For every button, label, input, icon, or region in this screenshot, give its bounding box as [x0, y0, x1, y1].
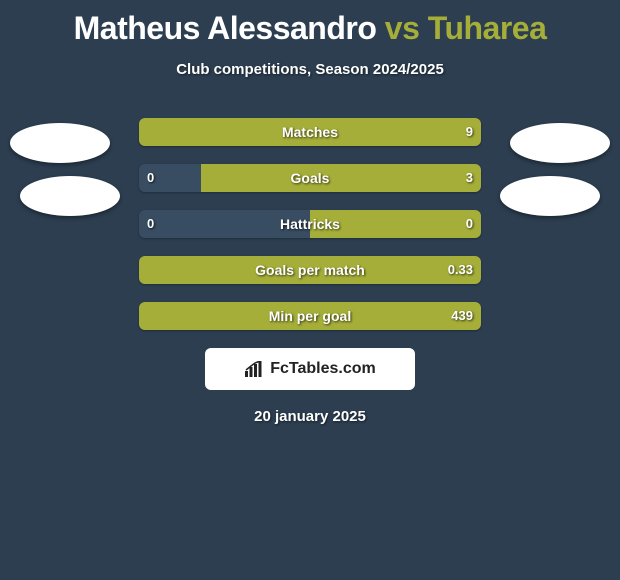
stat-value-right: 0: [466, 210, 473, 238]
stat-value-right: 0.33: [448, 256, 473, 284]
stat-value-right: 439: [451, 302, 473, 330]
chart-area: Matches9Goals03Hattricks00Goals per matc…: [0, 118, 620, 330]
comparison-title: Matheus Alessandro vs Tuharea: [0, 0, 620, 47]
stat-label: Hattricks: [139, 210, 481, 238]
date-text: 20 january 2025: [0, 408, 620, 425]
player1-name: Matheus Alessandro: [74, 10, 377, 46]
stat-label: Goals: [139, 164, 481, 192]
logo-box: FcTables.com: [205, 348, 415, 390]
player1-avatar-front: [20, 176, 120, 216]
stat-row: Min per goal439: [139, 302, 481, 330]
stat-value-left: 0: [147, 210, 154, 238]
vs-text: vs: [385, 10, 420, 46]
stat-value-right: 9: [466, 118, 473, 146]
stat-value-right: 3: [466, 164, 473, 192]
player1-avatar-back: [10, 123, 110, 163]
stat-value-left: 0: [147, 164, 154, 192]
player2-avatar-back: [510, 123, 610, 163]
stat-row: Matches9: [139, 118, 481, 146]
subtitle: Club competitions, Season 2024/2025: [0, 61, 620, 78]
stat-row: Goals per match0.33: [139, 256, 481, 284]
stat-row: Goals0 3: [139, 164, 481, 192]
stat-label: Goals per match: [139, 256, 481, 284]
stat-bars-container: Matches9Goals03Hattricks00Goals per matc…: [139, 118, 481, 330]
stat-label: Matches: [139, 118, 481, 146]
player2-name: Tuharea: [428, 10, 547, 46]
player2-avatar-front: [500, 176, 600, 216]
stat-label: Min per goal: [139, 302, 481, 330]
logo-text: FcTables.com: [270, 360, 376, 378]
stat-row: Hattricks0 0: [139, 210, 481, 238]
chart-icon: [244, 361, 264, 377]
